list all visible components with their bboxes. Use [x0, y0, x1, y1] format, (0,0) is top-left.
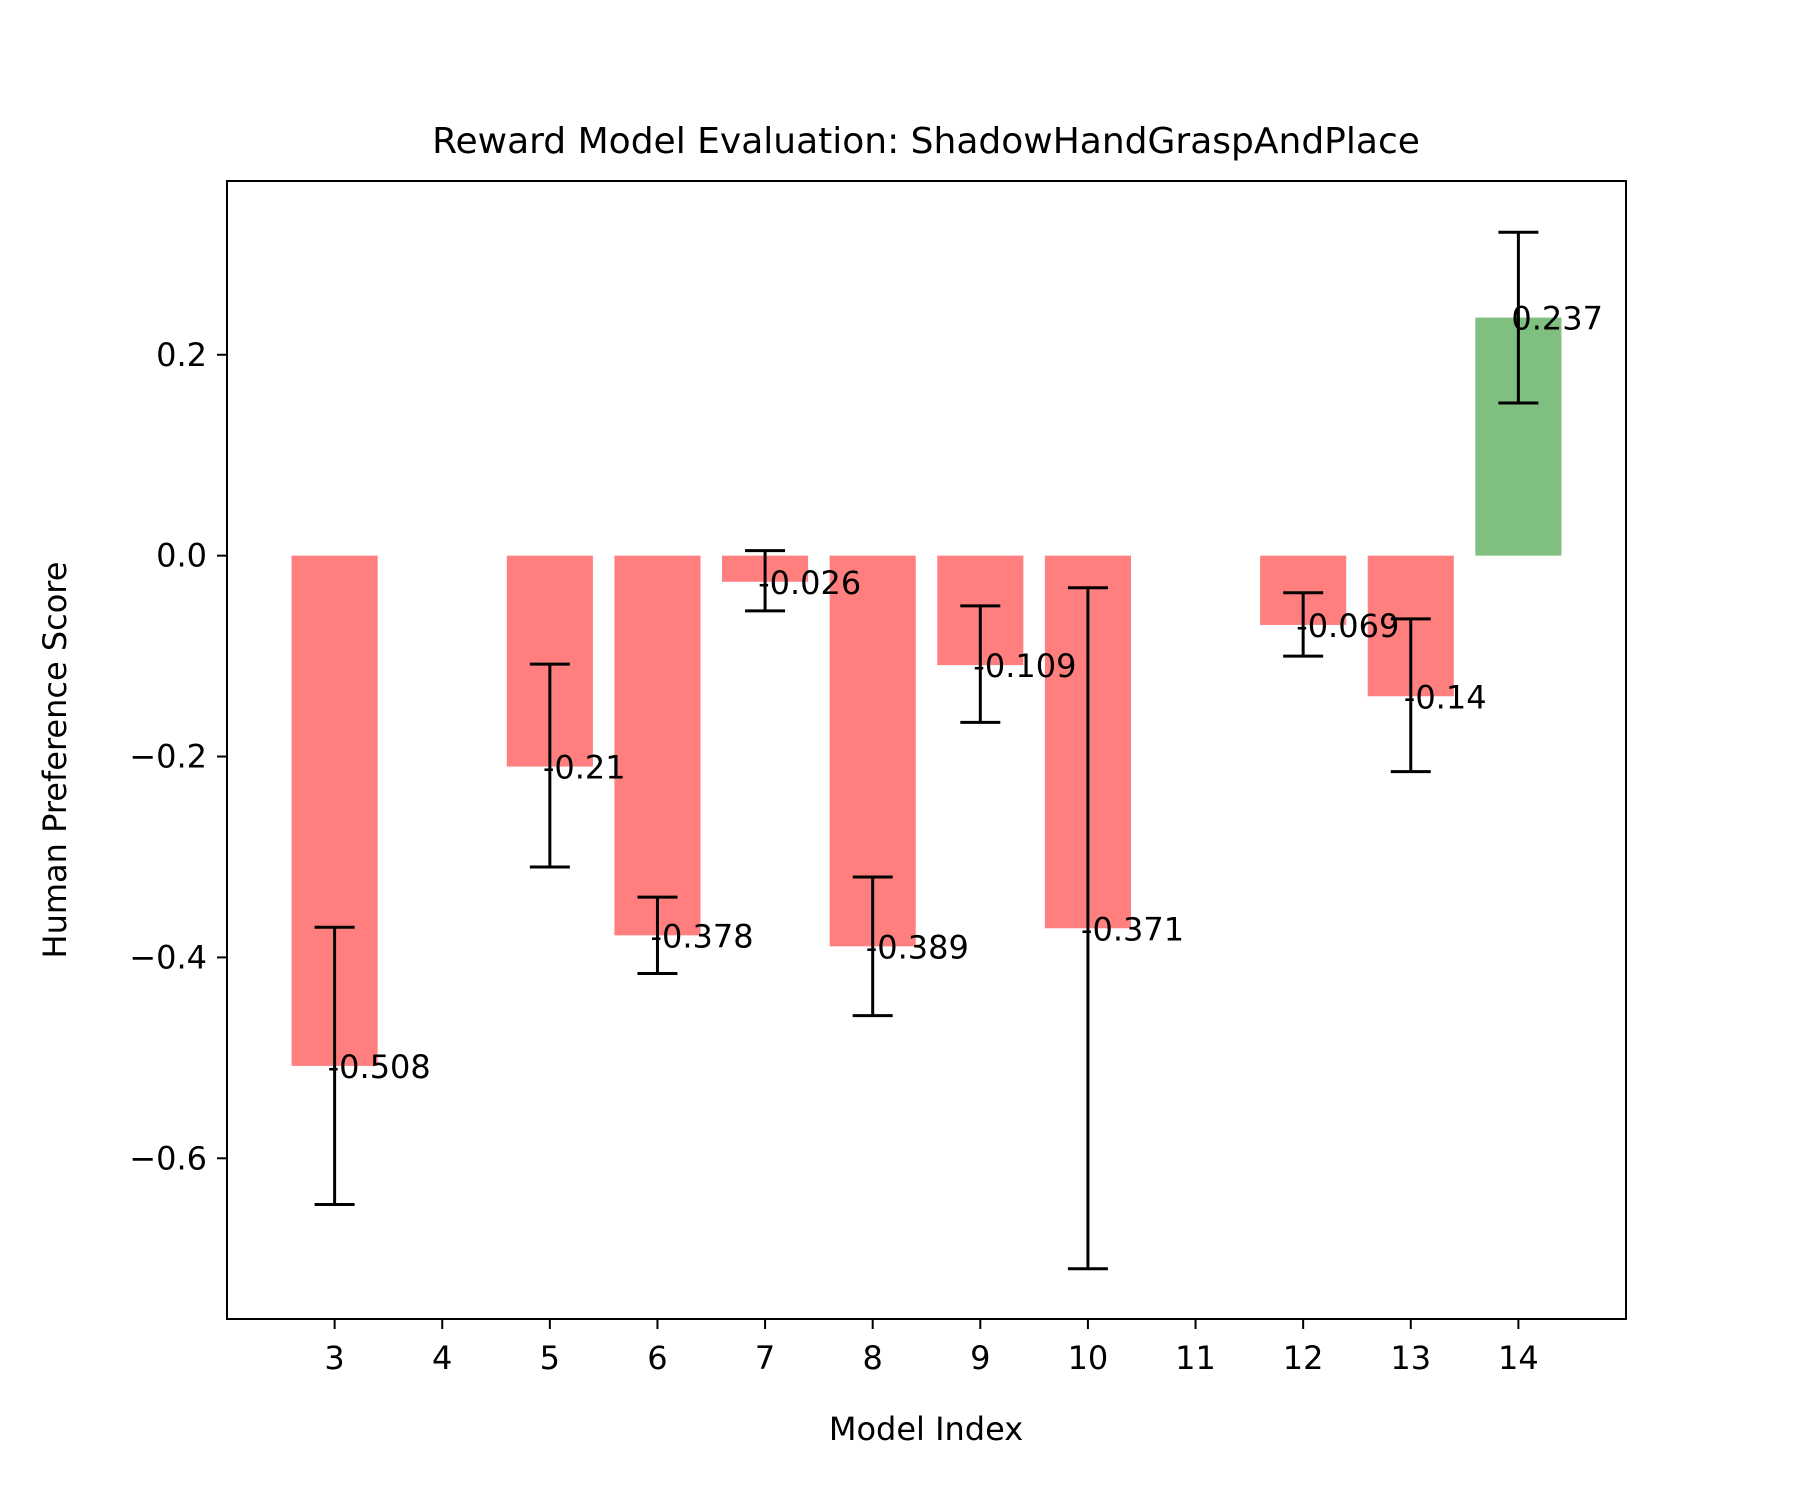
data-label-model-8: -0.389	[866, 928, 969, 966]
data-label-model-3: -0.508	[328, 1048, 431, 1086]
data-label-model-9: -0.109	[973, 647, 1076, 685]
x-tick-label: 5	[540, 1339, 560, 1377]
error-bar-model-7	[745, 549, 786, 613]
error-bar-model-3	[314, 925, 355, 1206]
x-tick-label: 4	[432, 1339, 452, 1377]
x-tick-label: 14	[1498, 1339, 1539, 1377]
x-tick-label: 6	[647, 1339, 667, 1377]
x-tick-label: 3	[324, 1339, 344, 1377]
data-label-model-10: -0.371	[1081, 910, 1184, 948]
x-tick-label: 9	[970, 1339, 990, 1377]
y-tick-label: 0.2	[156, 336, 207, 374]
y-tick-label: −0.2	[129, 738, 207, 776]
y-axis-label: Human Preference Score	[36, 562, 74, 959]
chart-title: Reward Model Evaluation: ShadowHandGrasp…	[432, 121, 1420, 162]
data-label-model-5: -0.21	[543, 749, 626, 787]
error-bar-model-8	[852, 875, 893, 1018]
plot-frame	[226, 180, 1627, 1320]
error-bar-model-13	[1390, 617, 1431, 774]
data-labels-layer: -0.508 -0.21 -0.378 -0.026 -0.389 -0.109 -0.37…	[328, 300, 1603, 1086]
data-label-model-12: -0.069	[1296, 607, 1399, 645]
axes-layer: 3 4 5 6 7 8 9 10 11 12 13 14 0.2 0.0 −0.2 −0.4 −0.6	[129, 180, 1627, 1377]
error-bar-model-5	[529, 662, 570, 869]
data-label-model-6: -0.378	[650, 917, 753, 955]
error-bar-model-14	[1498, 230, 1539, 405]
error-bar-model-10	[1067, 586, 1108, 1271]
x-tick-label: 8	[863, 1339, 883, 1377]
error-bar-model-12	[1283, 591, 1324, 658]
x-axis-label: Model Index	[829, 1410, 1023, 1448]
bar-model-6	[614, 555, 701, 936]
y-tick-label: 0.0	[156, 537, 207, 575]
y-tick-label: −0.6	[129, 1139, 207, 1177]
x-tick-label: 13	[1390, 1339, 1431, 1377]
x-tick-label: 12	[1283, 1339, 1324, 1377]
data-label-model-13: -0.14	[1404, 678, 1487, 716]
data-label-model-7: -0.026	[758, 564, 861, 602]
x-tick-label: 10	[1068, 1339, 1109, 1377]
error-bars-layer	[314, 230, 1539, 1271]
x-tick-label: 11	[1175, 1339, 1216, 1377]
data-label-model-14: 0.237	[1511, 300, 1603, 338]
x-tick-label: 7	[755, 1339, 775, 1377]
error-bar-model-9	[960, 604, 1001, 724]
y-tick-label: −0.4	[129, 938, 207, 976]
error-bar-model-6	[637, 895, 678, 975]
